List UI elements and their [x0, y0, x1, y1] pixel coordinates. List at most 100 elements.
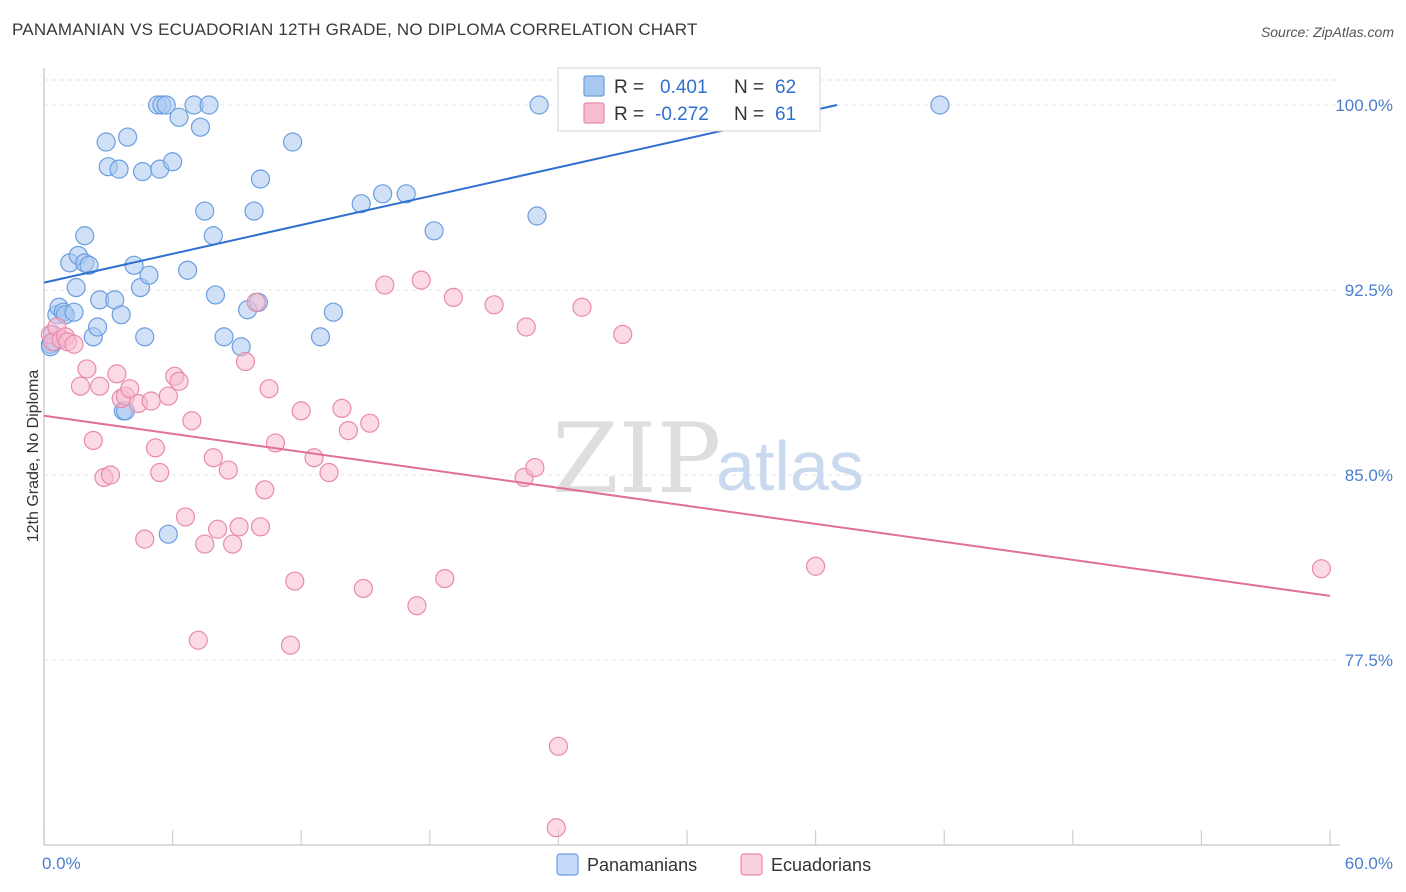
data-point	[135, 327, 155, 347]
data-point	[424, 221, 444, 241]
data-point	[169, 371, 189, 391]
data-point	[111, 305, 131, 325]
data-point	[182, 411, 202, 431]
data-point	[235, 351, 256, 372]
data-point	[79, 255, 99, 275]
data-point	[229, 517, 249, 537]
data-point	[218, 460, 238, 480]
legend-n-label-2: N =	[734, 104, 764, 125]
series-1-points	[40, 270, 1332, 838]
data-point	[205, 285, 226, 305]
trend-lines	[43, 104, 1331, 597]
y-axis-title: 12th Grade, No Diploma	[25, 370, 42, 543]
legend-swatch-ecuadorians	[583, 102, 605, 124]
data-point	[529, 95, 549, 115]
y-tick-label: 92.5%	[1345, 281, 1393, 300]
data-point	[195, 201, 215, 221]
data-point	[214, 327, 234, 347]
data-point	[1311, 559, 1332, 579]
legend-r-value-1: 0.401	[660, 77, 708, 98]
data-point	[283, 132, 303, 152]
data-point	[70, 376, 91, 396]
data-point	[87, 317, 108, 337]
grid-lines	[44, 79, 1340, 661]
data-point	[120, 379, 140, 399]
watermark: ZIP atlas	[552, 403, 864, 515]
legend-r-label-2: R =	[614, 104, 644, 125]
data-point	[77, 359, 97, 379]
y-tick-label: 100.0%	[1335, 96, 1393, 115]
data-point	[373, 184, 393, 204]
data-point	[223, 534, 243, 554]
data-point	[135, 529, 155, 549]
bottom-legend-label-ecuadorians: Ecuadorians	[771, 855, 871, 875]
data-point	[548, 736, 569, 756]
data-point	[360, 413, 380, 433]
bottom-legend: Panamanians Ecuadorians	[556, 853, 871, 876]
data-point	[175, 507, 196, 527]
data-point	[190, 117, 211, 137]
data-point	[319, 462, 339, 483]
data-point	[484, 295, 504, 315]
data-point	[332, 398, 352, 418]
data-point	[930, 95, 950, 115]
data-point	[139, 265, 159, 285]
bottom-legend-swatch-panamanians	[556, 853, 579, 876]
legend: R = 0.401 N = 62 R = -0.272 N = 61	[557, 67, 821, 132]
x-tick-label-max: 60.0%	[1345, 854, 1393, 873]
bottom-legend-swatch-ecuadorians	[740, 853, 763, 876]
data-point	[291, 401, 311, 421]
data-point	[516, 317, 536, 337]
data-point	[100, 465, 121, 485]
bottom-legend-label-panamanians: Panamanians	[587, 855, 697, 875]
data-point	[353, 578, 373, 599]
legend-n-label-1: N =	[734, 77, 764, 98]
data-point	[150, 462, 170, 483]
data-point	[375, 275, 395, 295]
data-point	[83, 430, 103, 451]
data-point	[178, 260, 198, 280]
x-tick-label-min: 0.0%	[42, 854, 81, 873]
data-point	[435, 568, 455, 589]
y-tick-label: 77.5%	[1345, 651, 1393, 670]
y-tick-label: 85.0%	[1345, 466, 1393, 485]
legend-n-value-1: 62	[775, 77, 796, 98]
data-point	[259, 379, 279, 399]
watermark-atlas: atlas	[716, 427, 864, 505]
data-point	[250, 517, 271, 537]
data-point	[443, 287, 463, 307]
legend-r-label-1: R =	[614, 77, 644, 98]
data-point	[613, 324, 633, 344]
data-point	[107, 364, 127, 384]
data-point	[163, 152, 183, 172]
data-point	[188, 630, 208, 650]
y-tick-labels: 77.5% 85.0% 92.5% 100.0%	[1335, 96, 1393, 670]
data-point	[396, 184, 416, 204]
data-point	[75, 226, 95, 246]
data-point	[109, 159, 129, 179]
data-point	[117, 127, 138, 147]
data-point	[141, 391, 161, 411]
data-point	[199, 95, 219, 115]
chart-source: Source: ZipAtlas.com	[1260, 24, 1394, 40]
data-point	[546, 818, 566, 838]
data-point	[255, 480, 275, 500]
data-point	[195, 534, 215, 554]
watermark-zip: ZIP	[552, 403, 721, 515]
trend-line-0	[43, 104, 838, 284]
legend-n-value-2: 61	[775, 104, 796, 125]
chart-title: PANAMANIAN VS ECUADORIAN 12TH GRADE, NO …	[12, 20, 698, 39]
data-point	[572, 297, 592, 317]
data-point	[244, 201, 264, 221]
data-point	[338, 421, 358, 441]
data-point	[323, 302, 343, 322]
data-points	[40, 95, 1332, 838]
data-point	[250, 169, 271, 189]
data-point	[64, 302, 84, 322]
data-point	[407, 596, 427, 616]
trend-line-1	[43, 414, 1331, 597]
data-point	[351, 194, 371, 214]
data-point	[411, 270, 431, 290]
data-point	[66, 277, 86, 298]
